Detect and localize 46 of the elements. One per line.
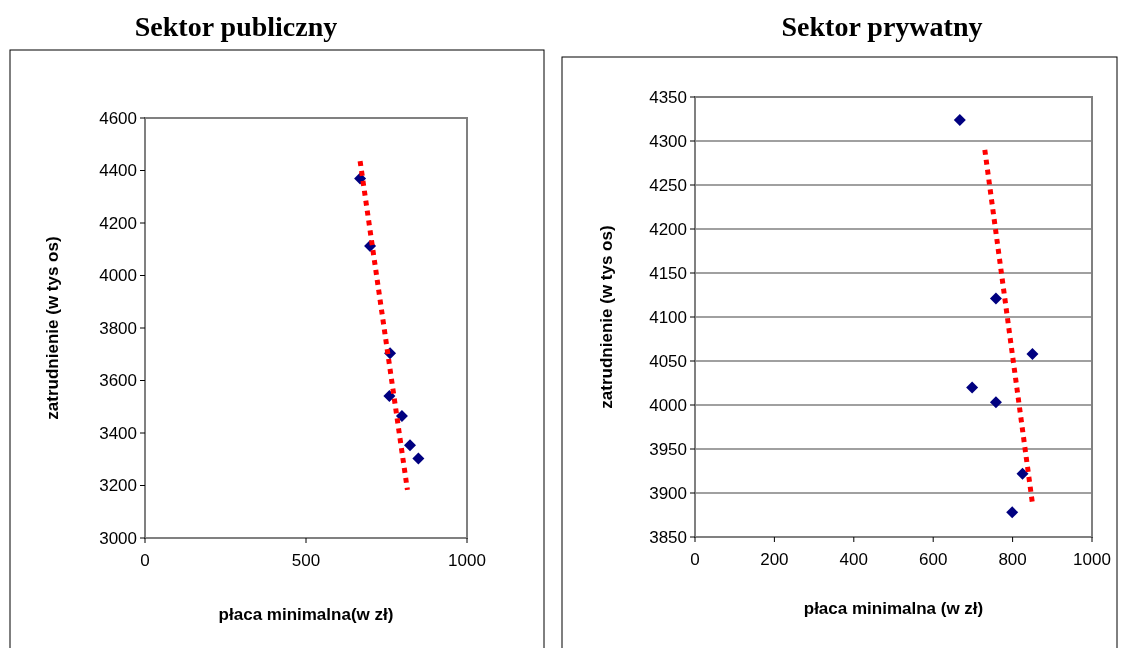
y-tick-label: 4200 <box>99 213 137 233</box>
x-axis-title: płaca minimalna (w zł) <box>803 599 984 618</box>
y-axis-title: zatrudnienie (w tys os) <box>43 236 62 420</box>
y-tick-label: 4100 <box>649 307 687 327</box>
y-tick-label: 4250 <box>649 175 687 195</box>
y-tick-label: 4000 <box>99 266 137 286</box>
point <box>412 452 425 465</box>
x-tick-label: 1000 <box>1073 550 1111 569</box>
x-tick-label: 800 <box>998 550 1027 569</box>
point <box>953 113 966 126</box>
x-tick-label: 200 <box>760 550 789 569</box>
y-tick-label: 3000 <box>99 528 137 548</box>
y-tick-label: 3950 <box>649 439 687 459</box>
point <box>383 389 396 402</box>
y-tick-label: 3400 <box>99 423 137 443</box>
x-axis-title: płaca minimalna(w zł) <box>218 605 394 624</box>
x-tick-label: 0 <box>140 551 150 570</box>
chart-title: Sektor publiczny <box>134 11 338 42</box>
y-tick-label: 3850 <box>649 527 687 547</box>
point <box>989 292 1002 305</box>
x-tick-label: 400 <box>839 550 868 569</box>
x-tick-label: 1000 <box>448 551 486 570</box>
y-tick-label: 4350 <box>649 87 687 107</box>
x-tick-label: 500 <box>291 551 321 570</box>
y-axis-title: zatrudnienie (w tys os) <box>597 225 616 409</box>
point <box>1026 347 1039 360</box>
y-tick-label: 4000 <box>649 395 687 415</box>
y-tick-label: 4300 <box>649 131 687 151</box>
chart-title: Sektor prywatny <box>781 11 983 42</box>
x-tick-label: 0 <box>690 550 700 569</box>
point <box>966 381 979 394</box>
y-tick-label: 3200 <box>99 476 137 496</box>
y-tick-label: 3900 <box>649 483 687 503</box>
point <box>989 396 1002 409</box>
y-tick-label: 4150 <box>649 263 687 283</box>
point <box>1006 506 1019 519</box>
y-tick-label: 4200 <box>649 219 687 239</box>
point <box>395 409 408 422</box>
point <box>1016 467 1029 480</box>
x-tick-label: 600 <box>919 550 948 569</box>
y-tick-label: 3600 <box>99 371 137 391</box>
y-tick-label: 4400 <box>99 161 137 181</box>
point <box>404 439 417 452</box>
y-tick-label: 4600 <box>99 108 137 128</box>
y-tick-label: 4050 <box>649 351 687 371</box>
y-tick-label: 3800 <box>99 318 137 338</box>
